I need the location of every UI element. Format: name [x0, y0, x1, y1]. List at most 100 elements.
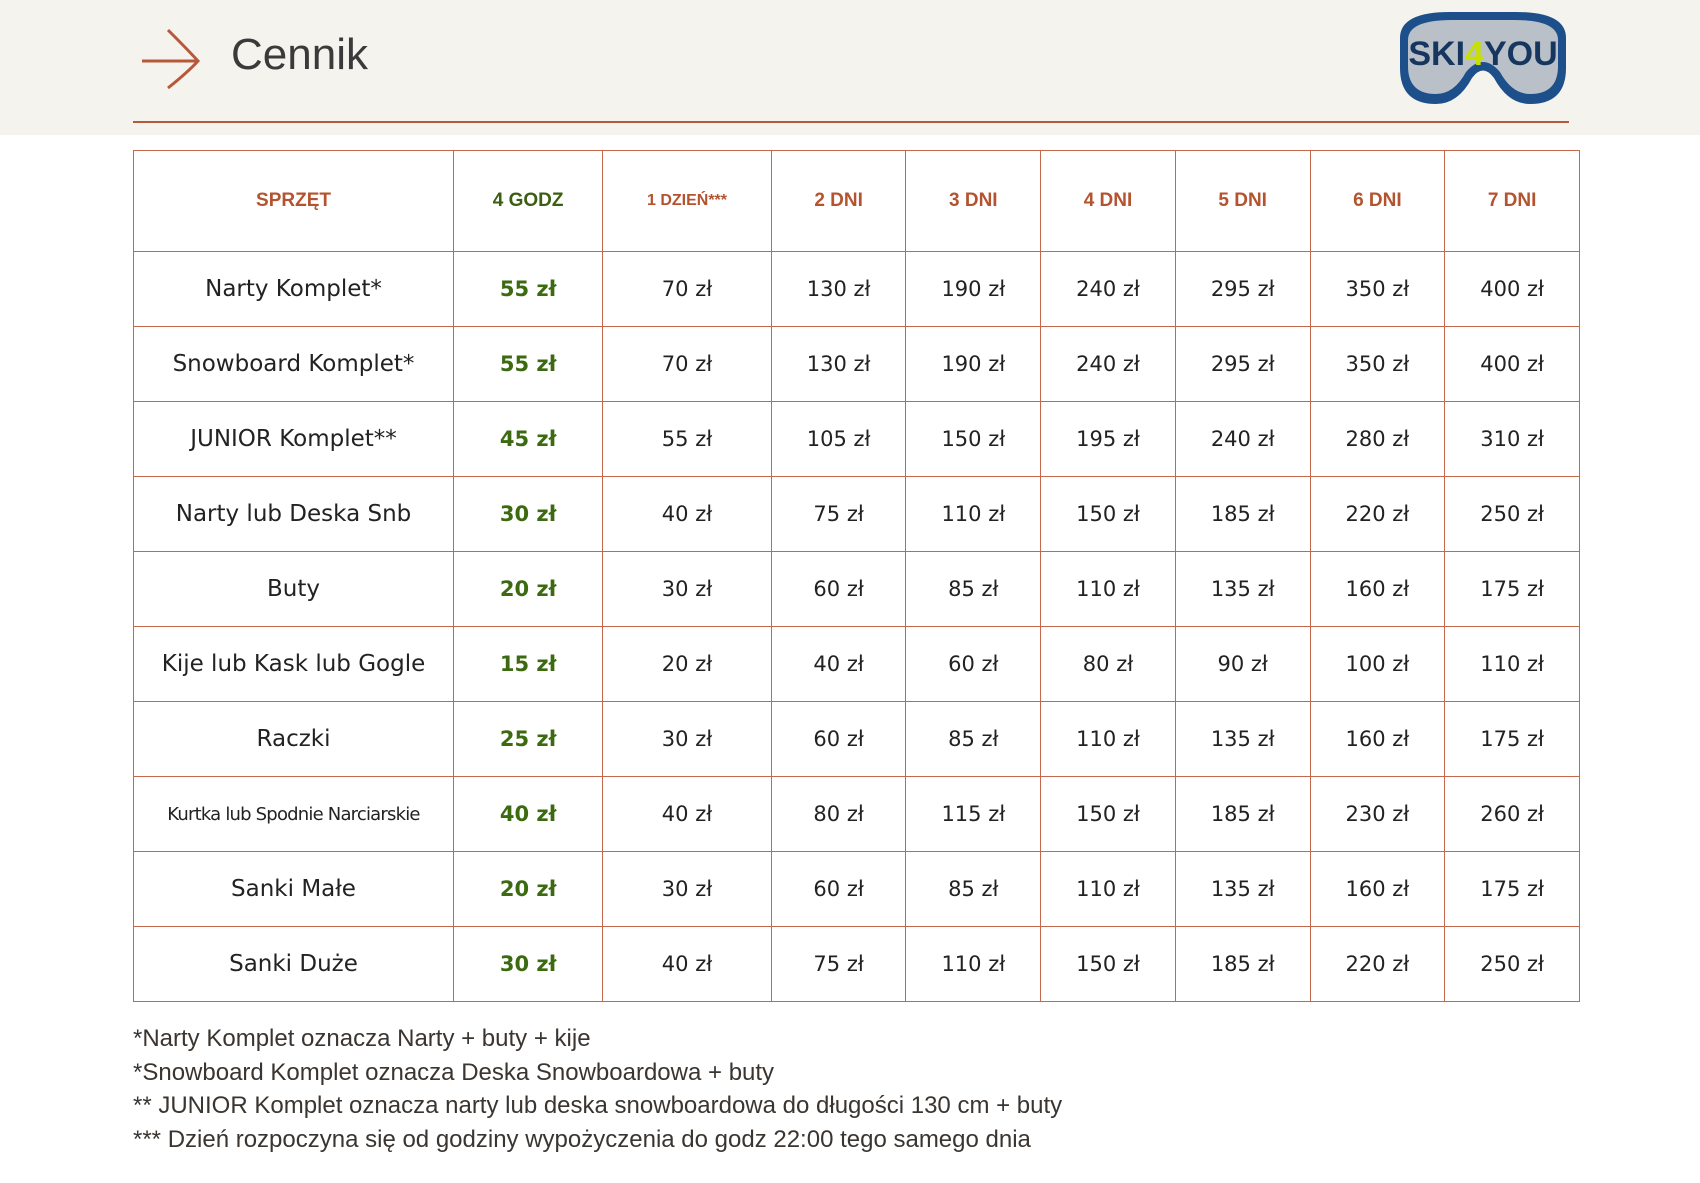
price-cell: 110 zł: [1040, 551, 1176, 627]
price-4h: 20 zł: [452, 851, 604, 927]
equipment-name: Sanki Duże: [133, 926, 454, 1002]
column-header: SPRZĘT: [133, 150, 454, 252]
column-header: 1 DZIEŃ***: [602, 150, 772, 252]
price-cell: 260 zł: [1444, 776, 1580, 852]
price-cell: 20 zł: [602, 626, 772, 702]
price-4h: 15 zł: [452, 626, 604, 702]
price-cell: 130 zł: [770, 326, 907, 402]
equipment-name: Narty lub Deska Snb: [133, 476, 454, 552]
price-cell: 80 zł: [770, 776, 907, 852]
price-cell: 115 zł: [905, 776, 1042, 852]
footnote: *** Dzień rozpoczyna się od godziny wypo…: [133, 1125, 1031, 1153]
price-cell: 30 zł: [602, 851, 772, 927]
price-cell: 70 zł: [602, 251, 772, 327]
price-cell: 230 zł: [1309, 776, 1446, 852]
price-cell: 70 zł: [602, 326, 772, 402]
price-cell: 240 zł: [1174, 401, 1311, 477]
price-cell: 60 zł: [770, 851, 907, 927]
price-cell: 30 zł: [602, 701, 772, 777]
price-cell: 400 zł: [1444, 326, 1580, 402]
table-header-row: SPRZĘT 4 GODZ 1 DZIEŃ*** 2 DNI 3 DNI 4 D…: [133, 150, 1580, 252]
column-header: 3 DNI: [905, 150, 1042, 252]
price-cell: 75 zł: [770, 926, 907, 1002]
price-4h: 30 zł: [452, 926, 604, 1002]
price-cell: 85 zł: [905, 701, 1042, 777]
price-4h: 55 zł: [452, 251, 604, 327]
footnote: *Snowboard Komplet oznacza Deska Snowboa…: [133, 1058, 775, 1086]
price-cell: 40 zł: [602, 776, 772, 852]
price-cell: 295 zł: [1174, 326, 1311, 402]
column-header: 6 DNI: [1309, 150, 1446, 252]
price-cell: 110 zł: [1444, 626, 1580, 702]
page-title: Cennik: [231, 30, 368, 79]
price-cell: 240 zł: [1040, 326, 1176, 402]
price-cell: 110 zł: [1040, 701, 1176, 777]
price-cell: 55 zł: [602, 401, 772, 477]
arrow-right-icon: [142, 28, 201, 90]
price-cell: 40 zł: [602, 476, 772, 552]
equipment-name: JUNIOR Komplet**: [133, 401, 454, 477]
price-cell: 85 zł: [905, 551, 1042, 627]
equipment-name: Sanki Małe: [133, 851, 454, 927]
column-header: 2 DNI: [770, 150, 907, 252]
price-cell: 40 zł: [602, 926, 772, 1002]
price-cell: 175 zł: [1444, 551, 1580, 627]
price-cell: 310 zł: [1444, 401, 1580, 477]
equipment-name: Kije lub Kask lub Gogle: [133, 626, 454, 702]
price-cell: 220 zł: [1309, 476, 1446, 552]
column-header: 4 GODZ: [452, 150, 604, 252]
ski4you-logo: SKI4YOU: [1400, 12, 1566, 104]
price-cell: 190 zł: [905, 326, 1042, 402]
price-cell: 240 zł: [1040, 251, 1176, 327]
price-cell: 60 zł: [770, 701, 907, 777]
footnote: *Narty Komplet oznacza Narty + buty + ki…: [133, 1025, 591, 1052]
equipment-name: Snowboard Komplet*: [133, 326, 454, 402]
price-cell: 295 zł: [1174, 251, 1311, 327]
price-cell: 160 zł: [1309, 551, 1446, 627]
price-4h: 45 zł: [452, 401, 604, 477]
price-cell: 40 zł: [770, 626, 907, 702]
table-row: Sanki Małe 20 zł 30 zł 60 zł 85 zł 110 zł 135 …: [133, 851, 1580, 927]
table-row: Kurtka lub Spodnie Narciarskie 40 zł 40 zł…: [133, 776, 1580, 852]
price-cell: 130 zł: [770, 251, 907, 327]
price-cell: 135 zł: [1174, 551, 1311, 627]
table-row: Sanki Duże 30 zł 40 zł 75 zł 110 zł 150 zł 185…: [133, 926, 1580, 1002]
price-cell: 175 zł: [1444, 851, 1580, 927]
price-cell: 90 zł: [1174, 626, 1311, 702]
price-cell: 350 zł: [1309, 326, 1446, 402]
column-header: 7 DNI: [1444, 150, 1580, 252]
price-cell: 190 zł: [905, 251, 1042, 327]
price-cell: 220 zł: [1309, 926, 1446, 1002]
table-row: Buty 20 zł 30 zł 60 zł 85 zł 110 zł 135 zł 160 …: [133, 551, 1580, 627]
equipment-name: Buty: [133, 551, 454, 627]
price-cell: 185 zł: [1174, 776, 1311, 852]
column-header: 5 DNI: [1174, 150, 1311, 252]
price-cell: 75 zł: [770, 476, 907, 552]
price-cell: 30 zł: [602, 551, 772, 627]
price-cell: 150 zł: [1040, 926, 1176, 1002]
price-cell: 80 zł: [1040, 626, 1176, 702]
price-cell: 60 zł: [905, 626, 1042, 702]
price-cell: 85 zł: [905, 851, 1042, 927]
price-cell: 150 zł: [905, 401, 1042, 477]
table-row: Narty Komplet* 55 zł 70 zł 130 zł 190 zł 240 …: [133, 251, 1580, 327]
price-table: SPRZĘT 4 GODZ 1 DZIEŃ*** 2 DNI 3 DNI 4 D…: [133, 150, 1580, 1002]
equipment-name: Kurtka lub Spodnie Narciarskie: [133, 776, 454, 852]
equipment-name: Raczki: [133, 701, 454, 777]
svg-text:SKI4YOU: SKI4YOU: [1408, 35, 1557, 73]
price-cell: 400 zł: [1444, 251, 1580, 327]
price-cell: 175 zł: [1444, 701, 1580, 777]
price-4h: 55 zł: [452, 326, 604, 402]
table-row: Kije lub Kask lub Gogle 15 zł 20 zł 40 zł 60…: [133, 626, 1580, 702]
equipment-name: Narty Komplet*: [133, 251, 454, 327]
table-row: Snowboard Komplet* 55 zł 70 zł 130 zł 190 zł…: [133, 326, 1580, 402]
price-4h: 30 zł: [452, 476, 604, 552]
price-cell: 150 zł: [1040, 476, 1176, 552]
table-row: Narty lub Deska Snb 30 zł 40 zł 75 zł 110 zł…: [133, 476, 1580, 552]
price-cell: 105 zł: [770, 401, 907, 477]
price-cell: 160 zł: [1309, 851, 1446, 927]
price-cell: 150 zł: [1040, 776, 1176, 852]
price-4h: 40 zł: [452, 776, 604, 852]
price-cell: 185 zł: [1174, 476, 1311, 552]
table-row: JUNIOR Komplet** 45 zł 55 zł 105 zł 150 zł 19…: [133, 401, 1580, 477]
